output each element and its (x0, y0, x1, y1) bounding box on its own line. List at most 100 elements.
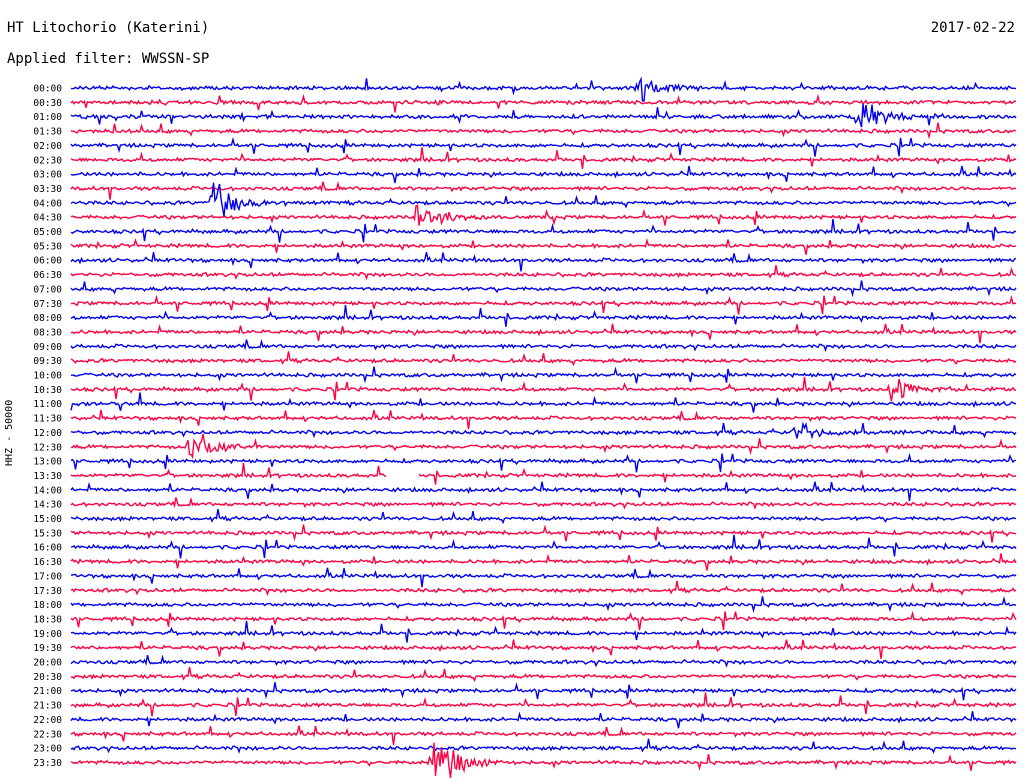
date-label: 2017-02-22 (930, 20, 1015, 36)
row-time-label: 13:30 (33, 471, 62, 482)
trace-row (70, 421, 1017, 440)
row-time-label: 01:00 (33, 112, 62, 123)
trace-row (70, 218, 1017, 243)
trace-row (70, 165, 1017, 184)
trace-row (70, 93, 1017, 113)
trace-row (71, 567, 1017, 588)
row-time-label: 11:00 (33, 399, 62, 410)
row-time-label: 09:00 (33, 342, 62, 353)
trace-row (70, 481, 1017, 502)
trace-row (70, 305, 1017, 327)
row-time-label: 17:00 (33, 571, 62, 582)
station-title: HT Litochorio (Katerini) (7, 20, 210, 36)
trace-row (70, 610, 1017, 631)
trace-row (70, 136, 1017, 157)
row-time-label: 00:00 (33, 84, 62, 95)
row-time-label: 09:30 (33, 356, 62, 367)
trace-row (70, 147, 1017, 170)
row-time-label: 06:30 (33, 270, 62, 281)
trace-row (70, 265, 1017, 281)
trace-row (70, 294, 1017, 315)
row-time-label: 15:00 (33, 514, 62, 525)
trace-row (70, 452, 1017, 473)
trace-row (70, 251, 1017, 272)
row-time-label: 23:00 (33, 744, 62, 755)
row-time-label: 10:30 (33, 385, 62, 396)
row-time-label: 08:00 (33, 313, 62, 324)
trace-row (70, 666, 1017, 682)
trace-row (70, 409, 1017, 430)
row-time-label: 05:30 (33, 241, 62, 252)
row-time-label: 11:30 (33, 414, 62, 425)
row-time-label: 22:00 (33, 715, 62, 726)
row-time-label: 02:30 (33, 155, 62, 166)
row-time-label: 16:00 (33, 543, 62, 554)
row-time-label: 13:00 (33, 457, 62, 468)
row-time-label: 14:00 (33, 485, 62, 496)
trace-row (70, 692, 1017, 717)
row-time-label: 03:00 (33, 170, 62, 181)
trace-row (70, 182, 1017, 217)
trace-row (70, 462, 1017, 485)
trace-row (70, 742, 1017, 778)
trace-row (70, 524, 1017, 543)
trace-row (70, 103, 1017, 128)
row-time-label: 05:00 (33, 227, 62, 238)
row-time-label: 10:00 (33, 371, 62, 382)
trace-row (70, 433, 1017, 460)
row-time-label: 01:30 (33, 127, 62, 138)
trace-row (70, 725, 1017, 745)
row-time-label: 21:00 (33, 686, 62, 697)
trace-row (70, 682, 1017, 701)
trace-row (70, 376, 1017, 402)
trace-row (70, 639, 1017, 659)
row-time-label: 12:00 (33, 428, 62, 439)
trace-row (70, 338, 1017, 353)
trace-row (70, 534, 1017, 559)
row-time-label: 14:30 (33, 500, 62, 511)
trace-row (70, 180, 1017, 200)
trace-row (70, 122, 1017, 140)
trace-row (70, 392, 1017, 413)
row-time-label: 12:30 (33, 442, 62, 453)
trace-row (70, 496, 1017, 511)
row-time-label: 20:00 (33, 658, 62, 669)
row-time-label: 22:30 (33, 729, 62, 740)
trace-row (70, 596, 1017, 614)
trace-row (70, 280, 1017, 298)
row-time-label: 21:30 (33, 701, 62, 712)
trace-row (70, 711, 1017, 729)
trace-row (70, 580, 1017, 597)
filter-label: Applied filter: WWSSN-SP (7, 51, 210, 67)
row-time-label: 04:30 (33, 213, 62, 224)
row-time-label: 00:30 (33, 98, 62, 109)
row-time-label: 17:30 (33, 586, 62, 597)
trace-row (70, 620, 1017, 643)
row-time-label: 08:30 (33, 327, 62, 338)
trace-row (70, 738, 1016, 754)
row-time-label: 04:00 (33, 198, 62, 209)
trace-row (70, 654, 1017, 668)
row-time-label: 20:30 (33, 672, 62, 683)
trace-row (70, 508, 1017, 525)
row-time-label: 15:30 (33, 528, 62, 539)
trace-row (70, 323, 1017, 344)
trace-row (70, 237, 1017, 255)
trace-row (70, 553, 1017, 571)
row-time-label: 19:30 (33, 643, 62, 654)
trace-row (70, 76, 1017, 102)
trace-row (70, 204, 1017, 226)
trace-row (70, 351, 1017, 367)
row-time-label: 03:30 (33, 184, 62, 195)
row-time-label: 18:30 (33, 614, 62, 625)
row-time-label: 02:00 (33, 141, 62, 152)
row-time-label: 06:00 (33, 256, 62, 267)
row-time-label: 07:00 (33, 284, 62, 295)
row-time-label: 19:00 (33, 629, 62, 640)
row-time-label: 07:30 (33, 299, 62, 310)
row-time-label: 23:30 (33, 758, 62, 769)
row-time-label: 16:30 (33, 557, 62, 568)
row-time-label: 18:00 (33, 600, 62, 611)
trace-row (71, 366, 1017, 384)
